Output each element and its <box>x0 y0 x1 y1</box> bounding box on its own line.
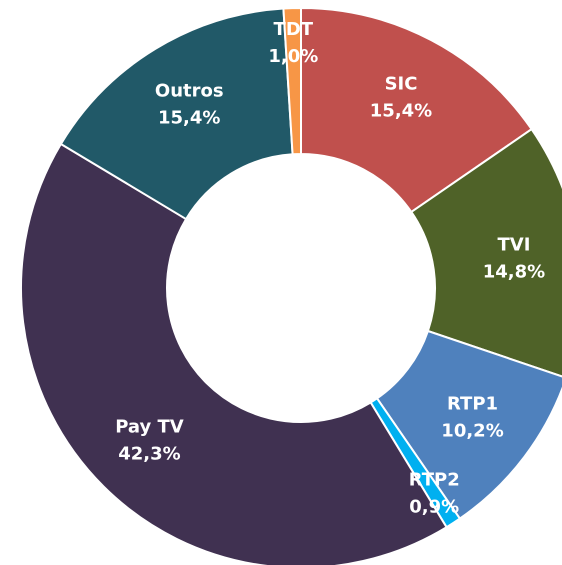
slice-label: SIC <box>385 74 418 95</box>
slice-label: TVI <box>497 234 530 255</box>
value-label: 10,2% <box>441 421 503 442</box>
slice-label: RTP2 <box>409 470 460 491</box>
slice <box>300 6 533 214</box>
value-label: 15,4% <box>370 101 432 122</box>
slice-label: Pay TV <box>115 417 184 438</box>
slice <box>409 127 562 378</box>
slice <box>20 142 448 565</box>
slice-label: Outros <box>155 80 224 101</box>
slice-label: TDT <box>274 19 314 40</box>
value-label: 1,0% <box>268 46 318 67</box>
slice <box>282 6 302 156</box>
slice-label: RTP1 <box>447 394 498 415</box>
value-label: 0,9% <box>409 497 459 518</box>
value-label: 15,4% <box>158 107 220 128</box>
value-label: 42,3% <box>118 444 180 465</box>
value-label: 14,8% <box>483 261 545 282</box>
slice <box>59 7 294 221</box>
